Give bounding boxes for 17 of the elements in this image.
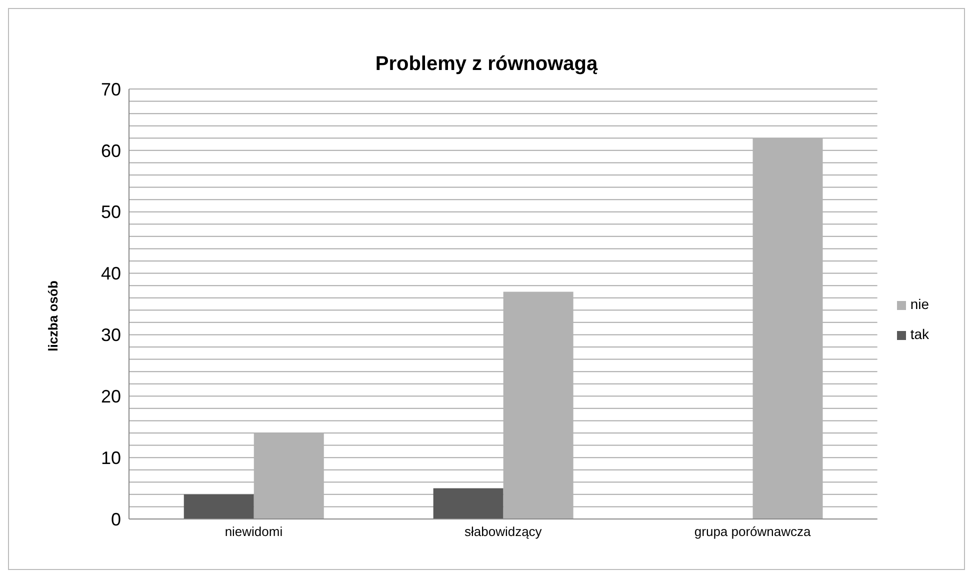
chart-title: Problemy z równowagą [374,53,599,76]
legend-label: nie [910,296,929,312]
legend-label: tak [910,326,929,342]
y-tick-label: 20 [100,386,121,407]
y-tick-label: 10 [100,448,121,468]
y-axis-title: liczba osób [46,280,60,352]
y-tick-label: 50 [100,202,121,222]
y-tick-label: 0 [110,509,121,530]
y-tick-label: 70 [100,79,121,100]
y-tick-label: 30 [100,325,121,346]
x-tick-label: grupa porównawcza [694,524,812,540]
y-tick-label: 60 [100,140,121,161]
bar [184,494,254,519]
x-tick-label: niewidomi [224,524,283,540]
y-tick-label: 40 [100,264,121,284]
x-tick-label: słabowidzący [464,524,542,540]
bar [433,488,504,519]
